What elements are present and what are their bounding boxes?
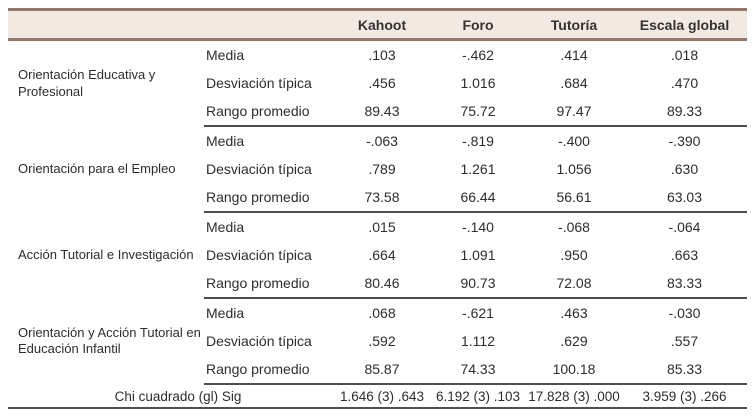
table-row: Desviación típica .592 1.112 .629 .557 (8, 327, 747, 355)
stat-label: Media (206, 133, 245, 149)
value-cell: -.063 (366, 133, 398, 149)
stat-label: Rango promedio (204, 183, 334, 213)
value-cell: .018 (670, 47, 699, 63)
value-cell: 75.72 (430, 97, 526, 127)
value-cell: 89.33 (622, 97, 747, 127)
chi-squared-row: Chi cuadrado (gl) Sig 1.646 (3) .643 6.1… (8, 384, 747, 409)
value-cell: 80.46 (334, 269, 430, 299)
value-cell: 66.44 (430, 183, 526, 213)
value-cell: 72.08 (526, 269, 622, 299)
stat-label: Desviación típica (206, 247, 312, 263)
value-cell: .630 (670, 161, 699, 177)
value-cell: .629 (560, 333, 588, 349)
table-row: Rango promedio 89.43 75.72 97.47 89.33 (8, 97, 747, 127)
value-cell: .664 (368, 247, 396, 263)
table-row: Orientación y Acción Tutorial en Educaci… (8, 298, 747, 356)
stat-label: Desviación típica (206, 333, 312, 349)
table-row: Desviación típica .789 1.261 1.056 .630 (8, 155, 747, 183)
group-label: Orientación para el Empleo (18, 160, 176, 176)
value-cell: -.400 (558, 133, 590, 149)
value-cell: 1.091 (460, 247, 496, 263)
value-cell: .456 (368, 75, 396, 91)
stat-label: Media (206, 305, 245, 321)
table-row: Rango promedio 80.46 90.73 72.08 83.33 (8, 269, 747, 299)
value-cell: .103 (368, 47, 396, 63)
value-cell: 56.61 (526, 183, 622, 213)
stat-label: Media (206, 219, 245, 235)
value-cell: 90.73 (430, 269, 526, 299)
value-cell: .592 (368, 333, 396, 349)
table-row: Rango promedio 73.58 66.44 56.61 63.03 (8, 183, 747, 213)
value-cell: 74.33 (430, 355, 526, 385)
table-row: Desviación típica .664 1.091 .950 .663 (8, 241, 747, 269)
value-cell: .414 (560, 47, 588, 63)
value-cell: .684 (560, 75, 588, 91)
value-cell: .950 (560, 247, 588, 263)
table-row: Orientación Educativa y Profesional Medi… (8, 40, 747, 99)
value-cell: 100.18 (526, 355, 622, 385)
table-row: Acción Tutorial e Investigación Media .0… (8, 212, 747, 262)
chi-squared-label: Chi cuadrado (gl) Sig (8, 384, 334, 409)
column-header-tutoria: Tutoría (526, 8, 622, 41)
group-label: Orientación y Acción Tutorial en Educaci… (18, 324, 201, 356)
table-row: Rango promedio 85.87 74.33 100.18 85.33 (8, 355, 747, 385)
value-cell: 73.58 (334, 183, 430, 213)
value-cell: 1.016 (460, 75, 496, 91)
value-cell: .068 (368, 305, 396, 321)
stat-label: Desviación típica (206, 161, 312, 177)
group-label: Orientación Educativa y Profesional (18, 67, 156, 99)
value-cell: .557 (670, 333, 699, 349)
value-cell: 63.03 (622, 183, 747, 213)
header-empty-group (8, 8, 204, 41)
value-cell: .663 (670, 247, 699, 263)
chi-squared-value: 17.828 (3) .000 (526, 384, 622, 409)
header-empty-stat (204, 8, 334, 41)
value-cell: -.390 (668, 133, 701, 149)
header-row: Kahoot Foro Tutoría Escala global (8, 8, 747, 41)
value-cell: -.140 (462, 219, 494, 235)
value-cell: -.064 (668, 219, 701, 235)
value-cell: -.030 (668, 305, 701, 321)
chi-squared-value: 3.959 (3) .266 (622, 384, 747, 409)
value-cell: -.819 (462, 133, 494, 149)
value-cell: -.068 (558, 219, 590, 235)
column-header-foro: Foro (430, 8, 526, 41)
chi-squared-value: 1.646 (3) .643 (334, 384, 430, 409)
value-cell: 85.33 (622, 355, 747, 385)
group-label: Acción Tutorial e Investigación (18, 246, 194, 262)
value-cell: 89.43 (334, 97, 430, 127)
value-cell: .789 (368, 161, 396, 177)
chi-squared-value: 6.192 (3) .103 (430, 384, 526, 409)
stat-label: Rango promedio (204, 97, 334, 127)
stat-label: Rango promedio (204, 269, 334, 299)
stat-label: Desviación típica (206, 75, 312, 91)
value-cell: 1.112 (461, 333, 495, 349)
stat-label: Media (206, 47, 245, 63)
value-cell: 85.87 (334, 355, 430, 385)
value-cell: 83.33 (622, 269, 747, 299)
statistics-table: Kahoot Foro Tutoría Escala global Orient… (8, 8, 747, 409)
column-header-escala-global: Escala global (622, 8, 747, 41)
value-cell: .470 (670, 75, 699, 91)
value-cell: 97.47 (526, 97, 622, 127)
value-cell: -.462 (462, 47, 494, 63)
value-cell: .463 (560, 305, 588, 321)
value-cell: 1.261 (460, 161, 496, 177)
table-row: Desviación típica .456 1.016 .684 .470 (8, 69, 747, 97)
column-header-kahoot: Kahoot (334, 8, 430, 41)
value-cell: 1.056 (556, 161, 592, 177)
table-row: Orientación para el Empleo Media -.063 -… (8, 126, 747, 176)
value-cell: -.621 (462, 305, 494, 321)
value-cell: .015 (368, 219, 396, 235)
stat-label: Rango promedio (204, 355, 334, 385)
